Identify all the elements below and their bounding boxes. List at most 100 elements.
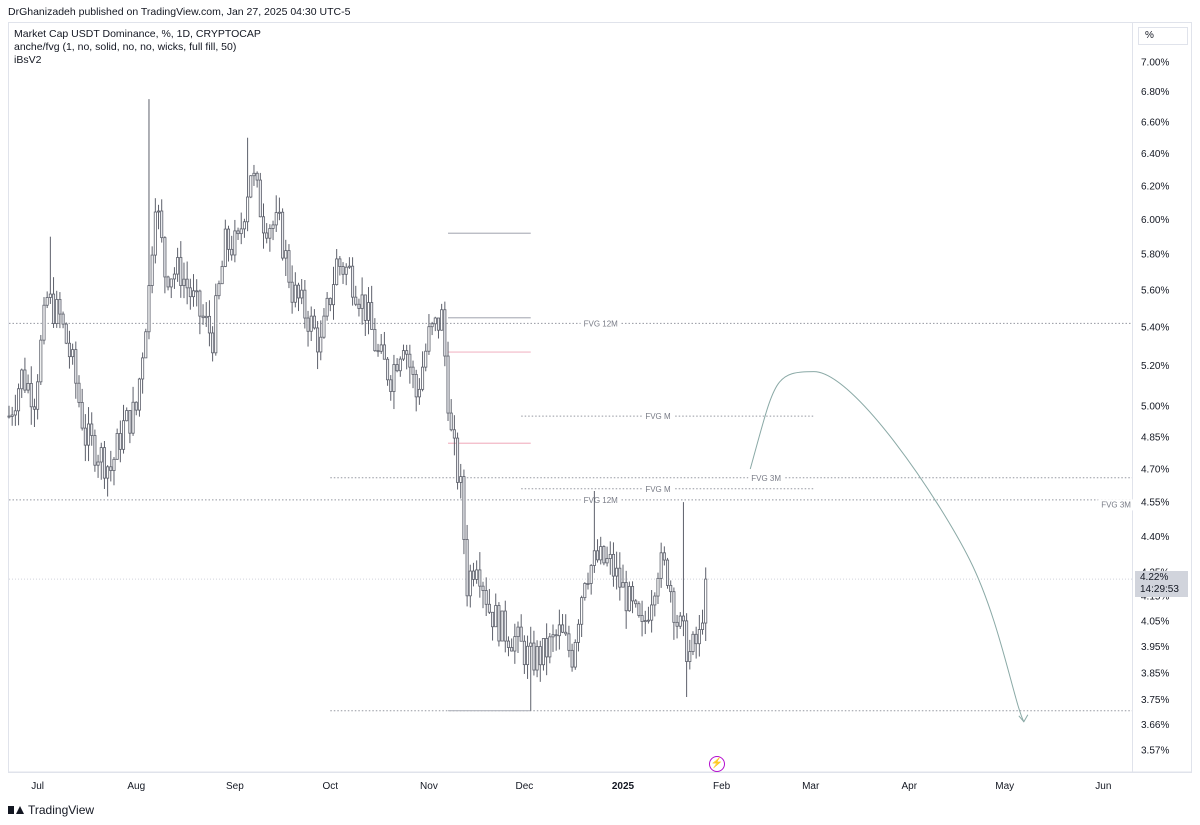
fvg-level-label: FVG M bbox=[645, 485, 671, 494]
candle-body bbox=[150, 254, 154, 286]
fvg-level-label: FVG 3M bbox=[751, 474, 781, 483]
candle bbox=[491, 611, 495, 641]
candle-body bbox=[10, 414, 14, 417]
candle bbox=[74, 341, 78, 399]
candle bbox=[411, 360, 415, 389]
candle-body bbox=[322, 315, 326, 338]
candle bbox=[430, 321, 434, 336]
candle-body bbox=[627, 586, 631, 612]
candle-body bbox=[325, 297, 329, 317]
candle-body bbox=[554, 634, 558, 637]
candle bbox=[526, 635, 530, 679]
candle bbox=[328, 297, 332, 312]
candle-body bbox=[510, 647, 514, 652]
candle bbox=[608, 541, 612, 575]
candle-body bbox=[281, 211, 285, 259]
candle bbox=[573, 639, 577, 670]
candle bbox=[195, 279, 199, 307]
candle bbox=[192, 274, 196, 307]
y-tick-label: 3.95% bbox=[1141, 642, 1169, 653]
candle-body bbox=[128, 410, 132, 434]
candle bbox=[306, 310, 310, 347]
candle bbox=[58, 292, 62, 329]
candle-body bbox=[157, 210, 161, 213]
candle bbox=[223, 219, 227, 268]
candle bbox=[128, 410, 132, 444]
candle bbox=[26, 374, 30, 394]
candle bbox=[331, 266, 336, 320]
candle-body bbox=[274, 212, 278, 226]
candle-body bbox=[602, 546, 606, 564]
lightning-bolt-icon[interactable]: ⚡ bbox=[709, 756, 725, 772]
candles bbox=[7, 99, 708, 711]
candle-body bbox=[500, 610, 504, 642]
candle bbox=[366, 287, 371, 335]
candle bbox=[446, 341, 450, 421]
candle-body bbox=[255, 172, 259, 181]
candle-body bbox=[214, 295, 218, 354]
candle bbox=[160, 199, 164, 243]
candle-body bbox=[662, 552, 666, 561]
candle-body bbox=[608, 553, 612, 559]
candle-body bbox=[427, 326, 431, 352]
candle-body bbox=[697, 629, 701, 645]
candle-body bbox=[487, 603, 491, 613]
candle bbox=[226, 225, 231, 262]
candle-body bbox=[125, 410, 129, 422]
candle-body bbox=[249, 175, 253, 198]
candle-body bbox=[303, 289, 307, 319]
candle bbox=[17, 383, 21, 426]
candle-body bbox=[293, 284, 297, 303]
x-axis-ticks: Jul Aug Sep Oct Nov Dec 2025 Feb Mar Apr May Jun bbox=[9, 771, 1192, 792]
candle-body bbox=[386, 358, 390, 381]
candle bbox=[335, 249, 339, 286]
candle-body bbox=[449, 412, 453, 431]
candle bbox=[522, 635, 526, 674]
candle-body bbox=[398, 358, 402, 372]
candle-body bbox=[335, 258, 339, 286]
candle bbox=[83, 414, 87, 462]
candle-body bbox=[32, 406, 36, 410]
candle bbox=[93, 429, 97, 472]
footer-brand-label: TradingView bbox=[28, 803, 95, 817]
y-tick-label: 3.66% bbox=[1141, 720, 1169, 731]
candle-body bbox=[580, 597, 584, 625]
candle-body bbox=[217, 283, 221, 297]
candle bbox=[532, 630, 536, 676]
candle-body bbox=[207, 315, 211, 334]
candle-body bbox=[26, 383, 30, 391]
chart-legend: Market Cap USDT Dominance, %, 1D, CRYPTO… bbox=[14, 28, 261, 67]
candle bbox=[624, 570, 628, 629]
bar-countdown: 14:29:53 bbox=[1140, 584, 1179, 595]
candle-body bbox=[640, 615, 644, 622]
candle-body bbox=[77, 382, 81, 403]
candle bbox=[634, 599, 638, 608]
candle-body bbox=[153, 211, 157, 256]
candle-body bbox=[392, 364, 396, 392]
y-tick-label: 6.00% bbox=[1141, 215, 1169, 226]
candle bbox=[621, 564, 625, 588]
candle bbox=[704, 567, 708, 641]
candle bbox=[242, 218, 246, 238]
candle-body bbox=[109, 466, 113, 471]
candle bbox=[643, 610, 647, 635]
candle bbox=[529, 626, 533, 711]
candle-body bbox=[417, 388, 421, 398]
y-tick-label: 5.20% bbox=[1141, 361, 1169, 372]
candle-body bbox=[99, 447, 103, 463]
candle bbox=[506, 636, 510, 657]
percent-scale-toggle[interactable]: % bbox=[1138, 27, 1188, 45]
candle bbox=[249, 175, 253, 199]
candle-body bbox=[570, 649, 574, 668]
candle bbox=[23, 357, 27, 393]
candle-body bbox=[55, 299, 59, 324]
candle bbox=[427, 314, 431, 355]
candle-body bbox=[446, 355, 450, 414]
candle-body bbox=[436, 317, 440, 331]
candle bbox=[468, 564, 472, 608]
y-tick-label: 4.85% bbox=[1141, 432, 1169, 443]
candle bbox=[541, 638, 545, 671]
candle bbox=[141, 352, 145, 394]
candle bbox=[64, 322, 68, 345]
